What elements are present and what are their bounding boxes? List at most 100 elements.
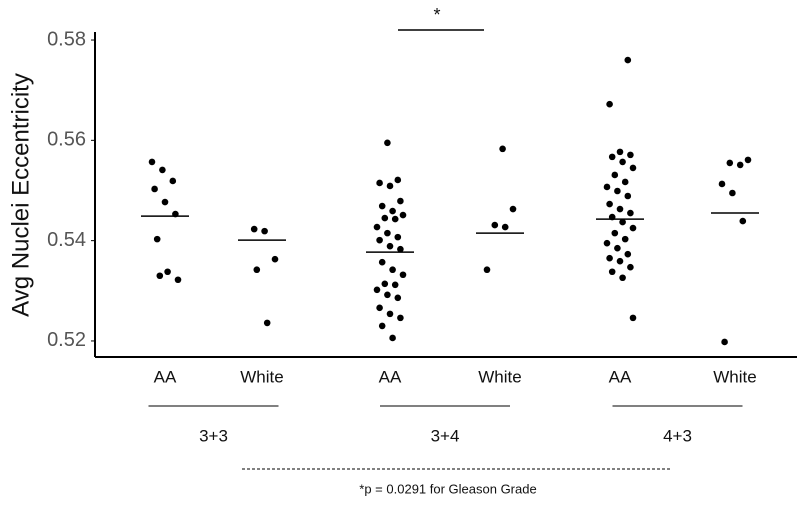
data-point xyxy=(614,187,621,195)
data-point xyxy=(386,182,394,190)
data-point xyxy=(608,153,616,161)
data-point xyxy=(491,221,499,229)
data-point xyxy=(621,178,629,186)
data-point xyxy=(619,158,626,166)
data-point xyxy=(483,266,491,274)
data-point xyxy=(156,272,164,280)
data-point xyxy=(384,139,391,147)
data-point xyxy=(721,338,728,346)
data-point xyxy=(153,235,161,243)
data-point xyxy=(169,177,177,185)
data-point xyxy=(624,250,632,258)
data-point xyxy=(629,224,637,232)
data-point xyxy=(611,229,619,237)
group-label: 3+4 xyxy=(431,426,460,445)
x-tick-label: AA xyxy=(379,367,402,386)
data-point xyxy=(726,159,734,167)
data-point xyxy=(386,242,394,250)
data-point xyxy=(509,205,517,213)
data-point xyxy=(394,176,402,184)
data-point xyxy=(399,271,407,279)
data-point xyxy=(397,245,404,253)
data-point xyxy=(384,229,391,237)
data-point xyxy=(603,239,611,247)
data-point xyxy=(397,197,404,205)
data-point xyxy=(384,291,391,299)
x-tick-label: White xyxy=(713,367,756,386)
data-point xyxy=(606,254,613,262)
data-point xyxy=(151,185,158,193)
data-point xyxy=(399,211,407,219)
data-point xyxy=(391,281,399,289)
footnote: *p = 0.0291 for Gleason Grade xyxy=(359,481,536,496)
data-point xyxy=(174,276,182,284)
data-point xyxy=(261,227,268,235)
data-point xyxy=(394,294,402,302)
data-point xyxy=(614,244,621,252)
group-label: 4+3 xyxy=(663,426,692,445)
x-tick-label: White xyxy=(478,367,521,386)
data-point xyxy=(627,151,634,159)
y-tick-label: 0.52 xyxy=(47,329,86,351)
data-point xyxy=(627,209,634,217)
data-point xyxy=(629,164,637,172)
data-point xyxy=(389,334,396,342)
data-point xyxy=(271,255,279,263)
data-point xyxy=(394,233,402,241)
data-point xyxy=(616,148,624,156)
data-point xyxy=(378,258,386,266)
x-tick-label: White xyxy=(240,367,283,386)
x-tick-label: AA xyxy=(609,367,632,386)
data-point xyxy=(389,266,396,274)
data-point xyxy=(161,198,169,206)
data-point xyxy=(253,266,261,274)
y-tick-label: 0.56 xyxy=(47,129,86,151)
data-point xyxy=(616,257,624,265)
data-point xyxy=(729,189,736,197)
data-point xyxy=(381,280,389,288)
data-point xyxy=(501,223,509,231)
y-axis-label: Avg Nuclei Eccentricity xyxy=(7,73,34,317)
data-point xyxy=(624,56,632,64)
data-point xyxy=(616,205,624,213)
y-tick-label: 0.58 xyxy=(47,28,86,50)
x-tick-label: AA xyxy=(154,367,177,386)
data-point xyxy=(736,161,744,169)
data-point xyxy=(159,166,166,174)
data-point xyxy=(739,217,747,225)
significance-star: * xyxy=(433,5,440,25)
data-point xyxy=(611,171,619,179)
data-point xyxy=(619,218,626,226)
data-point xyxy=(744,156,752,164)
data-point xyxy=(621,235,629,243)
data-point xyxy=(718,180,726,188)
data-point xyxy=(376,179,383,187)
data-point xyxy=(619,274,626,282)
data-point xyxy=(391,215,399,223)
data-point xyxy=(606,100,613,108)
data-point xyxy=(164,268,171,276)
data-point xyxy=(381,214,389,222)
data-point xyxy=(373,223,381,231)
data-point xyxy=(378,322,386,330)
data-point xyxy=(627,263,634,271)
data-point xyxy=(397,314,404,322)
data-point xyxy=(389,207,396,215)
data-point xyxy=(608,268,616,276)
data-point xyxy=(376,236,383,244)
data-point xyxy=(148,158,156,166)
data-point xyxy=(263,319,271,327)
data-point xyxy=(378,202,386,210)
data-point xyxy=(499,145,506,153)
data-point xyxy=(376,304,383,312)
data-point xyxy=(250,225,258,233)
data-point xyxy=(386,310,394,318)
data-point xyxy=(606,200,613,208)
data-point xyxy=(603,183,611,191)
data-point xyxy=(629,314,637,322)
data-point xyxy=(373,286,381,294)
data-point xyxy=(624,192,632,200)
group-label: 3+3 xyxy=(199,426,228,445)
y-tick-label: 0.54 xyxy=(47,229,86,251)
